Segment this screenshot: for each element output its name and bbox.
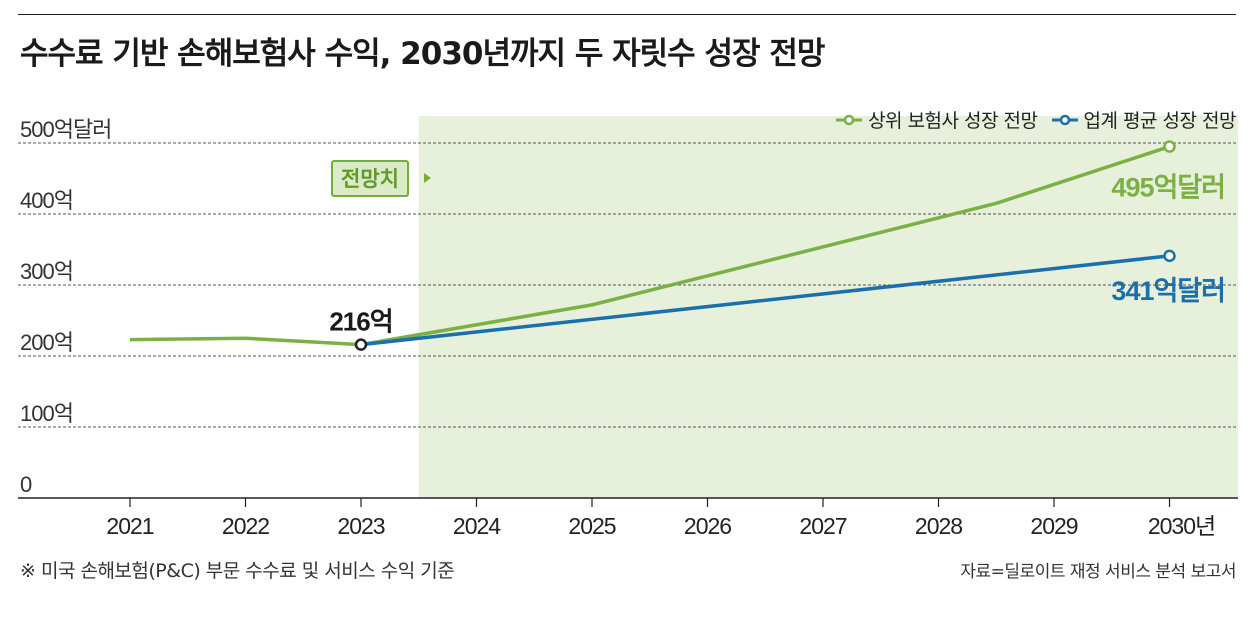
forecast-arrow-icon xyxy=(424,173,431,183)
x-tick-label: 2027 xyxy=(799,513,846,539)
x-tick-label: 2023 xyxy=(337,513,384,539)
chart-title: 수수료 기반 손해보험사 수익, 2030년까지 두 자릿수 성장 전망 xyxy=(20,36,825,72)
y-tick-label: 400억 xyxy=(20,188,73,213)
forecast-badge: 전망치 xyxy=(331,160,409,197)
series-end-marker xyxy=(1163,249,1176,263)
top-rule xyxy=(18,14,1236,15)
x-tick-label: 2029 xyxy=(1030,513,1077,539)
x-tick-label: 2028 xyxy=(915,513,962,539)
y-tick-label: 0 xyxy=(20,472,32,497)
source-note: 자료=딜로이트 재정 서비스 분석 보고서 xyxy=(960,562,1236,582)
x-tick-label: 2022 xyxy=(222,513,269,539)
y-tick-label: 500억달러 xyxy=(20,117,111,142)
annotation-base-value: 216억 xyxy=(329,307,392,337)
x-tick-label: 2025 xyxy=(568,513,615,539)
series-line-avg xyxy=(360,254,1170,347)
series-line-top xyxy=(129,144,1171,347)
legend-marker-top-icon xyxy=(836,114,863,125)
x-tick-label: 2030년 xyxy=(1148,513,1215,539)
x-tick-label: 2024 xyxy=(453,513,501,539)
legend-label-top: 상위 보험사 성장 전망 xyxy=(868,110,1038,132)
series-end-marker xyxy=(1163,140,1176,153)
x-tick-label: 2021 xyxy=(106,513,153,539)
base-point-marker xyxy=(354,338,368,351)
legend-item-avg: 업계 평균 성장 전망 xyxy=(1051,106,1237,133)
y-tick-label: 200억 xyxy=(20,330,73,355)
annotation-top-end-value: 495억달러 xyxy=(1111,173,1225,203)
forecast-region xyxy=(418,116,1238,498)
legend-marker-avg-icon xyxy=(1051,114,1078,125)
legend-item-top: 상위 보험사 성장 전망 xyxy=(836,106,1038,133)
footnote: ※ 미국 손해보험(P&C) 부문 수수료 및 서비스 수익 기준 xyxy=(20,560,455,582)
legend-label-avg: 업계 평균 성장 전망 xyxy=(1083,110,1237,132)
y-tick-label: 300억 xyxy=(20,259,73,284)
annotation-avg-end-value: 341억달러 xyxy=(1111,276,1225,306)
x-tick-label: 2026 xyxy=(684,513,731,539)
legend: 상위 보험사 성장 전망 업계 평균 성장 전망 xyxy=(836,106,1237,133)
y-tick-label: 100억 xyxy=(20,401,73,426)
